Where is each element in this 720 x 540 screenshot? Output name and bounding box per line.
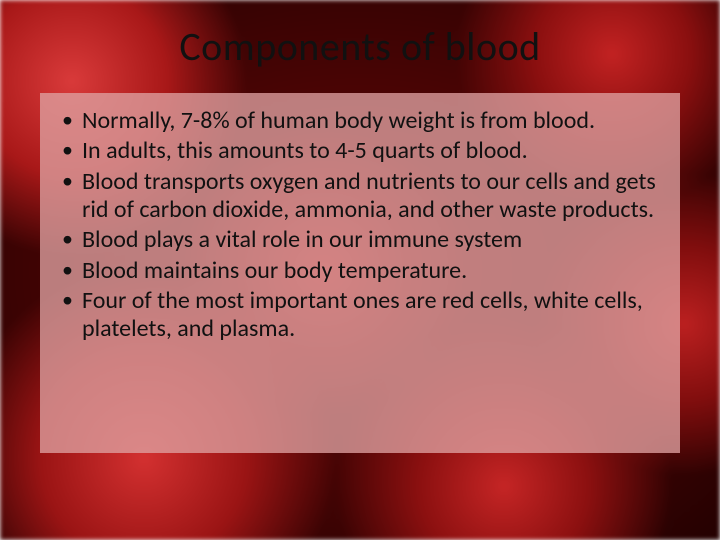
slide-title: Components of blood (40, 22, 680, 71)
bullet-item: In adults, this amounts to 4-5 quarts of… (58, 137, 662, 165)
bullet-list: Normally, 7-8% of human body weight is f… (58, 107, 662, 344)
slide-container: Components of blood Normally, 7-8% of hu… (0, 0, 720, 540)
bullet-item: Four of the most important ones are red … (58, 287, 662, 344)
bullet-item: Blood maintains our body temperature. (58, 257, 662, 285)
bullet-item: Blood transports oxygen and nutrients to… (58, 168, 662, 225)
content-box: Normally, 7-8% of human body weight is f… (40, 93, 680, 453)
bullet-item: Blood plays a vital role in our immune s… (58, 226, 662, 254)
bullet-item: Normally, 7-8% of human body weight is f… (58, 107, 662, 135)
